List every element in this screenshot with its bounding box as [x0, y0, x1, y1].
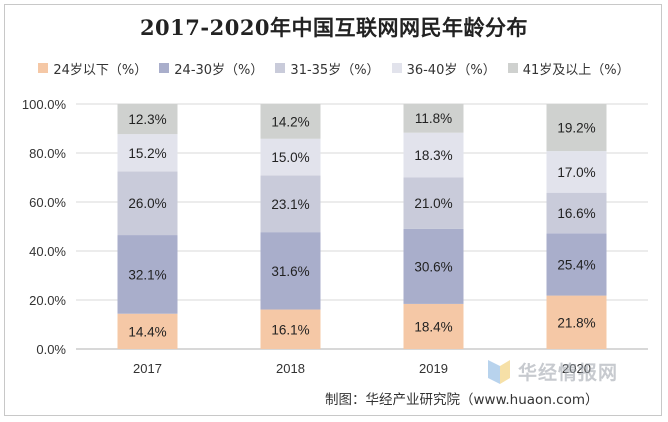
- legend-label: 24-30岁（%）: [174, 62, 264, 78]
- legend-item: 24-30岁（%）: [159, 58, 263, 78]
- legend-label: 31-35岁（%）: [290, 62, 380, 78]
- data-label: 31.6%: [271, 264, 309, 279]
- chart-title: 2017-2020年中国互联网网民年龄分布: [139, 15, 529, 40]
- data-label: 21.0%: [414, 196, 452, 211]
- data-label: 12.3%: [128, 112, 166, 127]
- legend-item: 41岁及以上（%）: [507, 58, 630, 78]
- bar-segment: [117, 104, 178, 135]
- legend-item: 24岁以下（%）: [38, 58, 147, 78]
- bar-segment: [546, 233, 607, 296]
- legend-swatch: [507, 63, 518, 73]
- watermark: 华经情报网: [486, 356, 618, 386]
- data-label: 18.4%: [414, 319, 452, 334]
- x-tick-label: 2017: [133, 361, 162, 376]
- bar-segment: [546, 295, 607, 349]
- data-label: 15.0%: [271, 150, 309, 165]
- data-label: 21.8%: [557, 315, 595, 330]
- legend-label: 41岁及以上（%）: [522, 62, 630, 78]
- huajing-logo-icon: [488, 360, 510, 384]
- legend-swatch: [391, 63, 402, 73]
- y-tick-label: 0.0%: [36, 342, 66, 357]
- data-label: 15.2%: [128, 146, 166, 161]
- data-label: 14.4%: [128, 324, 166, 339]
- y-tick-label: 100.0%: [22, 97, 67, 112]
- bar-segment: [403, 303, 464, 349]
- legend-item: 31-35岁（%）: [275, 58, 380, 78]
- x-tick-label: 2019: [419, 361, 448, 376]
- data-label: 16.6%: [557, 206, 595, 221]
- data-label: 14.2%: [271, 114, 309, 129]
- data-label: 16.1%: [271, 322, 309, 337]
- legend-label: 36-40岁（%）: [406, 62, 496, 78]
- bar-segment: [546, 192, 607, 234]
- data-label: 30.6%: [414, 259, 452, 274]
- bar-segment: [117, 134, 178, 172]
- bar-segment: [260, 309, 321, 349]
- bar-segment: [403, 228, 464, 304]
- bar-segment: [403, 177, 464, 229]
- watermark-text: 华经情报网: [518, 361, 619, 384]
- bar-segment: [117, 171, 178, 236]
- x-tick-label: 2018: [276, 361, 305, 376]
- data-label: 23.1%: [271, 197, 309, 212]
- legend-swatch: [159, 63, 170, 73]
- y-tick-label: 40.0%: [29, 244, 66, 259]
- legend-item: 36-40岁（%）: [391, 58, 496, 78]
- bar-segment: [260, 232, 321, 310]
- x-tick-label: 2020: [562, 361, 591, 376]
- bar-segment: [403, 132, 464, 178]
- legend-swatch: [38, 63, 49, 73]
- data-label: 11.8%: [415, 111, 452, 126]
- y-tick-label: 60.0%: [29, 195, 66, 210]
- data-label: 19.2%: [557, 121, 595, 136]
- bar-segment: [117, 235, 178, 314]
- y-tick-label: 80.0%: [29, 146, 66, 161]
- bar-segment: [403, 103, 464, 133]
- data-label: 17.0%: [557, 165, 595, 180]
- bar-segment: [117, 313, 178, 349]
- legend-swatch: [275, 63, 286, 73]
- data-label: 26.0%: [128, 196, 166, 211]
- legend-label: 24岁以下（%）: [53, 62, 148, 78]
- data-label: 18.3%: [414, 148, 452, 163]
- bar-segment: [546, 104, 607, 152]
- bar-segment: [260, 138, 321, 176]
- source-note: 制图：华经产业研究院（www.huaon.com）: [325, 392, 599, 408]
- y-tick-label: 20.0%: [29, 293, 66, 308]
- data-label: 25.4%: [557, 257, 595, 272]
- data-label: 32.1%: [128, 267, 166, 282]
- bar-segment: [260, 175, 321, 233]
- bar-segment: [546, 151, 607, 193]
- bar-segment: [260, 104, 321, 139]
- chart-legend: 24岁以下（%） 24-30岁（%） 31-35岁（%） 36-40岁（%） 41岁及以…: [0, 58, 668, 78]
